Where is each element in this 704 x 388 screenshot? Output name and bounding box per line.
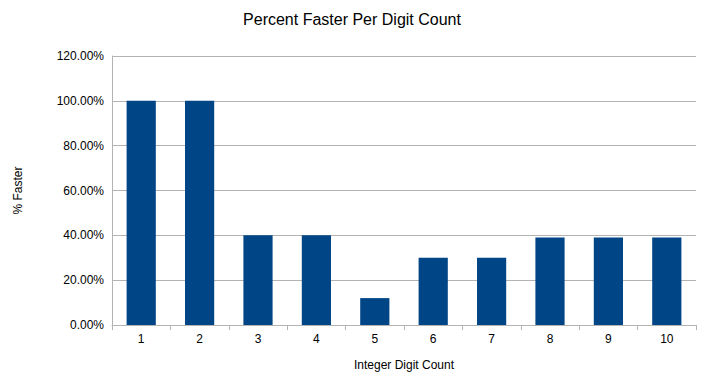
svg-text:120.00%: 120.00% <box>57 49 105 63</box>
svg-text:% Faster: % Faster <box>11 166 25 214</box>
svg-text:60.00%: 60.00% <box>63 184 104 198</box>
svg-text:7: 7 <box>488 332 495 346</box>
svg-text:8: 8 <box>547 332 554 346</box>
svg-text:1: 1 <box>138 332 145 346</box>
svg-text:80.00%: 80.00% <box>63 139 104 153</box>
svg-text:0.00%: 0.00% <box>70 318 104 332</box>
svg-text:2: 2 <box>196 332 203 346</box>
svg-text:40.00%: 40.00% <box>63 228 104 242</box>
svg-text:Percent Faster Per Digit Count: Percent Faster Per Digit Count <box>243 11 461 28</box>
svg-text:Integer Digit Count: Integer Digit Count <box>354 358 455 372</box>
svg-text:9: 9 <box>605 332 612 346</box>
svg-text:4: 4 <box>313 332 320 346</box>
svg-text:100.00%: 100.00% <box>57 94 105 108</box>
svg-text:10: 10 <box>660 332 674 346</box>
svg-text:20.00%: 20.00% <box>63 273 104 287</box>
svg-text:5: 5 <box>371 332 378 346</box>
svg-text:6: 6 <box>430 332 437 346</box>
svg-text:3: 3 <box>255 332 262 346</box>
